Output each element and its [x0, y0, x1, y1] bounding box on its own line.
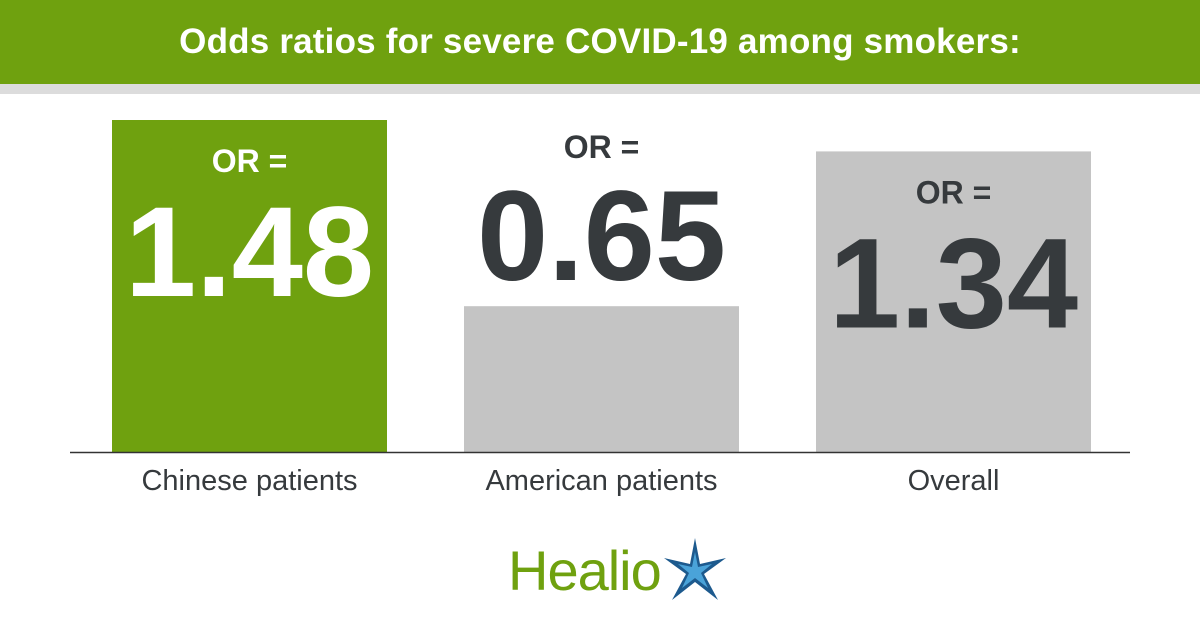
category-label: Chinese patients [141, 465, 357, 497]
bar-2 [464, 306, 739, 452]
header-banner: Odds ratios for severe COVID-19 among sm… [0, 0, 1200, 84]
star-burst-icon [664, 538, 726, 600]
logo-text: Healio [508, 539, 662, 602]
bar-3 [816, 151, 1091, 453]
category-label: Overall [908, 465, 1000, 497]
bar-prefix-label: OR = [212, 143, 288, 179]
header-divider [0, 84, 1200, 94]
bar-prefix-label: OR = [916, 174, 992, 210]
bar-1 [112, 120, 387, 452]
page-title: Odds ratios for severe COVID-19 among sm… [179, 22, 1021, 61]
healio-logo: Healio [508, 536, 728, 606]
bar-prefix-label: OR = [564, 129, 640, 165]
bar-value-label: 1.34 [829, 212, 1078, 355]
bar-value-label: 1.48 [125, 181, 374, 324]
bar-value-label: 0.65 [477, 165, 726, 308]
category-label: American patients [485, 465, 717, 497]
